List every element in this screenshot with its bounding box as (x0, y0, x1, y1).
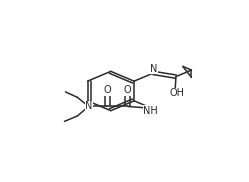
Text: N: N (150, 64, 157, 74)
Text: NH: NH (143, 106, 158, 116)
Text: O: O (104, 86, 111, 95)
Text: OH: OH (170, 88, 185, 98)
Text: N: N (85, 102, 93, 111)
Text: O: O (124, 86, 131, 95)
